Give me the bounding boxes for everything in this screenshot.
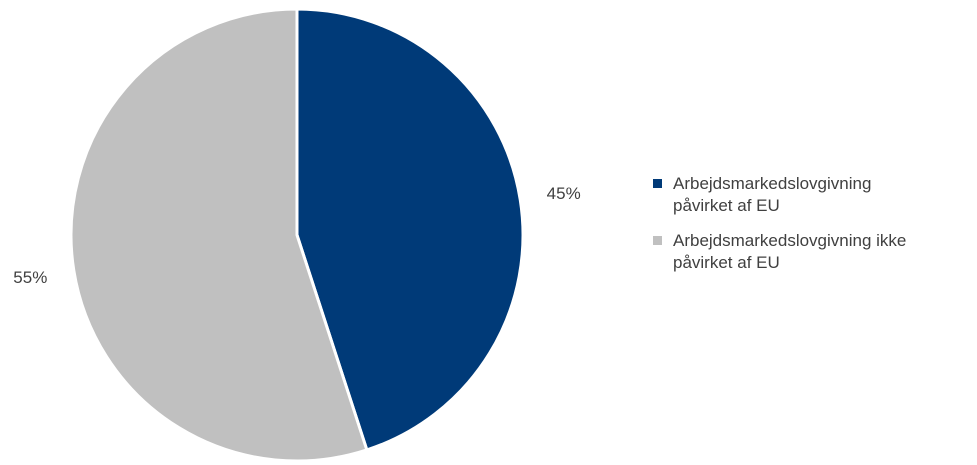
- chart-legend: Arbejdsmarkedslovgivning påvirket af EU …: [653, 173, 977, 287]
- legend-item-eu-influenced: Arbejdsmarkedslovgivning påvirket af EU: [653, 173, 977, 217]
- pie-slice-2: [69, 7, 369, 463]
- legend-item-not-eu-influenced: Arbejdsmarkedslovgivning ikke påvirket a…: [653, 230, 977, 274]
- pie-data-labels: 45% 55%: [13, 184, 580, 287]
- legend-label-line-2: påvirket af EU: [673, 253, 780, 272]
- legend-label-line-1: Arbejdsmarkedslovgivning: [673, 174, 872, 193]
- legend-label-line-1: Arbejdsmarkedslovgivning ikke: [673, 231, 907, 250]
- legend-swatch-not-eu-influenced: [653, 236, 662, 245]
- data-label-1: 45%: [547, 184, 581, 203]
- pie-slices: [69, 7, 525, 463]
- data-label-2: 55%: [13, 268, 47, 287]
- pie-slice-1: [295, 7, 525, 452]
- legend-label-line-2: påvirket af EU: [673, 196, 780, 215]
- legend-swatch-eu-influenced: [653, 179, 662, 188]
